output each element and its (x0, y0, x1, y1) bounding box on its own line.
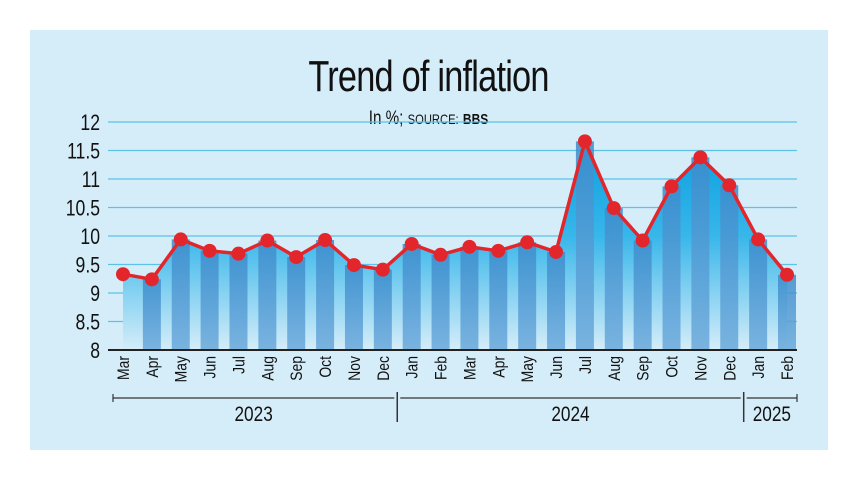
year-label: 2025 (753, 404, 791, 427)
bar (373, 269, 392, 350)
bar (229, 253, 248, 350)
x-tick-label: Mar (461, 356, 480, 380)
x-tick-label: Nov (346, 356, 365, 381)
x-tick-label: Jun (548, 356, 567, 378)
y-tick-label: 11.5 (67, 140, 100, 164)
data-point (318, 232, 333, 247)
source-label: SOURCE: (407, 111, 459, 127)
x-tick-label: Feb (779, 356, 798, 380)
bar (344, 265, 363, 350)
data-point (606, 201, 621, 216)
data-point (116, 267, 130, 282)
data-point (549, 244, 564, 259)
bar (489, 250, 508, 350)
y-tick-label: 9.5 (76, 254, 100, 278)
data-point (780, 267, 794, 282)
x-tick-label: Feb (432, 356, 451, 380)
unit-label: In %; (368, 108, 404, 129)
data-point (346, 258, 361, 273)
x-tick-label: Jun (201, 356, 220, 378)
data-point (260, 233, 275, 248)
data-point (231, 246, 246, 261)
y-tick-label: 10 (80, 225, 100, 249)
x-tick-label: May (519, 356, 538, 383)
y-tick-label: 8 (90, 339, 100, 363)
bar (575, 141, 594, 350)
x-tick-label: Dec (375, 356, 394, 381)
chart-title: Trend of inflation (308, 52, 549, 101)
bar (749, 239, 768, 350)
data-point (289, 250, 304, 265)
bar (778, 274, 796, 350)
data-point (577, 134, 592, 149)
bar (547, 251, 566, 350)
data-point (433, 247, 448, 262)
x-tick-label: Aug (606, 356, 625, 381)
data-point (722, 178, 737, 193)
x-tick-label: Sep (634, 356, 653, 381)
x-tick-label: Nov (692, 356, 711, 381)
data-point (635, 233, 650, 248)
data-point (144, 272, 159, 287)
bar (287, 257, 306, 350)
bar (200, 250, 219, 350)
data-point (491, 243, 506, 258)
data-point (202, 243, 217, 258)
x-tick-label: Mar (115, 356, 134, 380)
bar (316, 239, 335, 350)
y-tick-label: 8.5 (76, 311, 100, 335)
data-point (404, 236, 419, 251)
bar (431, 254, 450, 350)
y-tick-label: 12 (80, 111, 100, 135)
data-point (375, 262, 390, 277)
bar (518, 242, 537, 350)
x-tick-label: Jan (750, 356, 769, 378)
bar (460, 246, 479, 350)
data-point (693, 150, 708, 165)
year-label: 2024 (551, 404, 590, 427)
y-tick-label: 9 (90, 282, 100, 306)
y-tick-label: 11 (82, 168, 100, 192)
bar (662, 186, 681, 350)
x-tick-label: Jul (230, 356, 249, 374)
x-tick-label: Jul (577, 356, 596, 374)
bar (142, 279, 161, 350)
x-tick-label: Oct (317, 355, 336, 377)
bar (171, 239, 190, 350)
data-point (664, 179, 679, 194)
bar (720, 185, 739, 350)
bar (691, 157, 710, 350)
source-name: BBS (462, 111, 489, 128)
x-tick-label: Aug (259, 356, 278, 381)
x-tick-label: Apr (144, 356, 163, 378)
y-tick-label: 10.5 (66, 197, 100, 221)
x-tick-label: Oct (663, 355, 682, 377)
data-point (520, 235, 535, 250)
bar (604, 208, 623, 350)
chart-subtitle: In %; SOURCE: BBS (86, 108, 772, 130)
year-label: 2023 (234, 404, 272, 427)
bar (633, 240, 652, 350)
bar (258, 240, 277, 350)
x-tick-label: Jan (403, 356, 422, 378)
data-point (462, 239, 477, 254)
x-tick-label: Sep (288, 356, 307, 381)
x-tick-label: May (173, 356, 192, 383)
data-point (173, 232, 188, 247)
data-point (751, 232, 766, 247)
bar (402, 243, 421, 350)
x-tick-label: Apr (490, 356, 509, 378)
x-tick-label: Dec (721, 356, 740, 381)
